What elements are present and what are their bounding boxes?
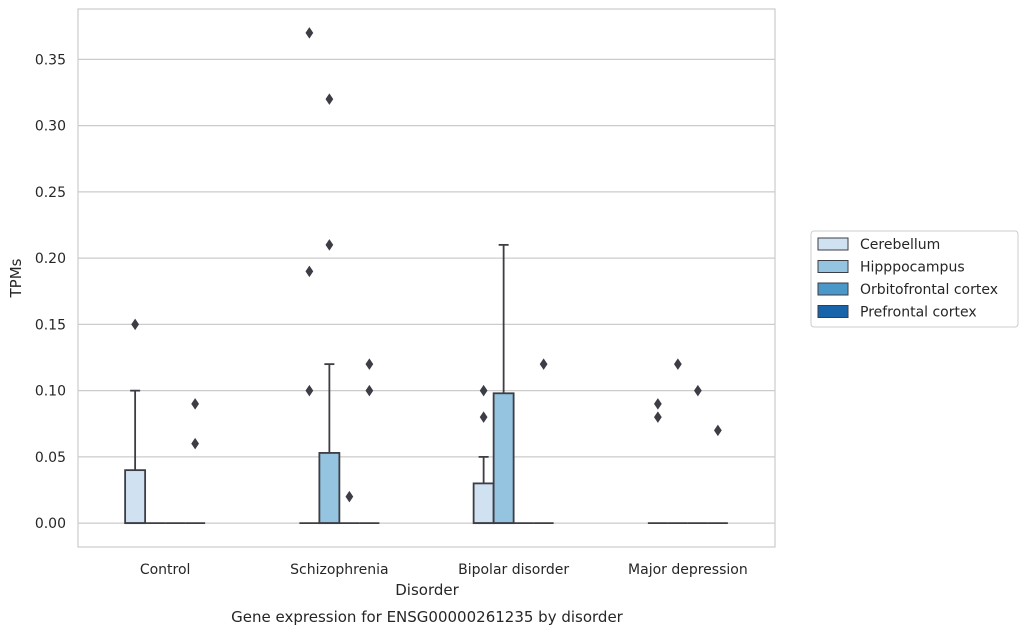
x-axis-ticks: Control Schizophrenia Bipolar disorder Majo… — [140, 562, 748, 578]
y-axis-title: TPMs — [7, 258, 25, 298]
outlier-point — [305, 384, 314, 397]
box-body — [492, 392, 515, 525]
box-group — [339, 490, 360, 525]
y-tick-label: 0.20 — [35, 251, 66, 267]
x-tick-label: Schizophrenia — [290, 562, 388, 578]
outlier-point — [653, 411, 662, 423]
outlier-point — [693, 384, 702, 397]
box-body — [318, 452, 341, 525]
x-tick-label: Control — [140, 562, 191, 578]
y-tick-label: 0.25 — [35, 185, 66, 201]
y-tick-label: 0.15 — [35, 317, 66, 333]
legend-swatch — [817, 305, 849, 318]
y-tick-label: 0.35 — [35, 52, 66, 68]
legend-label: Prefrontal cortex — [860, 305, 977, 321]
outlier-point — [713, 424, 722, 437]
outlier-point — [325, 93, 334, 105]
box-body — [124, 469, 147, 525]
outlier-point — [653, 398, 662, 410]
x-tick-label: Major depression — [628, 562, 748, 578]
outlier-point — [479, 411, 488, 423]
outlier-point — [131, 318, 140, 331]
plot-frame — [77, 8, 776, 548]
x-axis-title: Disorder — [395, 581, 459, 599]
legend-swatch — [817, 237, 849, 251]
box-group — [472, 384, 495, 525]
box-group — [687, 384, 708, 525]
box-group — [359, 358, 380, 525]
box-group — [533, 358, 554, 525]
box-group — [185, 398, 206, 525]
grid-lines — [78, 58, 775, 524]
legend-frame — [810, 230, 1019, 328]
box-group — [124, 318, 147, 525]
outlier-point — [365, 358, 374, 370]
box-group — [299, 27, 320, 525]
outlier-point — [191, 437, 200, 450]
legend-swatch — [817, 260, 849, 273]
chart-caption: Gene expression for ENSG00000261235 by d… — [231, 608, 624, 626]
outlier-point — [673, 358, 682, 370]
legend-swatch — [817, 282, 849, 296]
box-group — [667, 358, 688, 525]
legend-label: Orbitofrontal cortex — [860, 282, 998, 298]
y-tick-label: 0.30 — [35, 119, 66, 135]
box-body — [472, 482, 495, 525]
box-group — [707, 424, 728, 525]
legend-label: Cerebellum — [860, 237, 940, 253]
outlier-point — [479, 384, 488, 397]
legend: Cerebellum Hipppocampus Orbitofrontal cort… — [810, 230, 1019, 328]
y-axis-ticks: 0.00 0.05 0.10 0.15 0.20 0.25 0.30 0.35 — [35, 52, 66, 532]
y-tick-label: 0.00 — [35, 516, 66, 532]
outlier-point — [191, 398, 200, 410]
outlier-point — [325, 239, 334, 251]
outlier-point — [305, 27, 314, 39]
box-group — [318, 93, 341, 525]
y-tick-label: 0.10 — [35, 384, 66, 400]
legend-label: Hipppocampus — [860, 260, 965, 276]
outlier-point — [305, 265, 314, 278]
outlier-point — [345, 490, 354, 503]
x-tick-label: Bipolar disorder — [458, 562, 569, 578]
box-group — [647, 398, 668, 525]
y-tick-label: 0.05 — [35, 450, 66, 466]
box-plot-series — [124, 27, 728, 525]
box-group — [492, 243, 515, 525]
outlier-point — [539, 358, 548, 370]
outlier-point — [365, 384, 374, 397]
